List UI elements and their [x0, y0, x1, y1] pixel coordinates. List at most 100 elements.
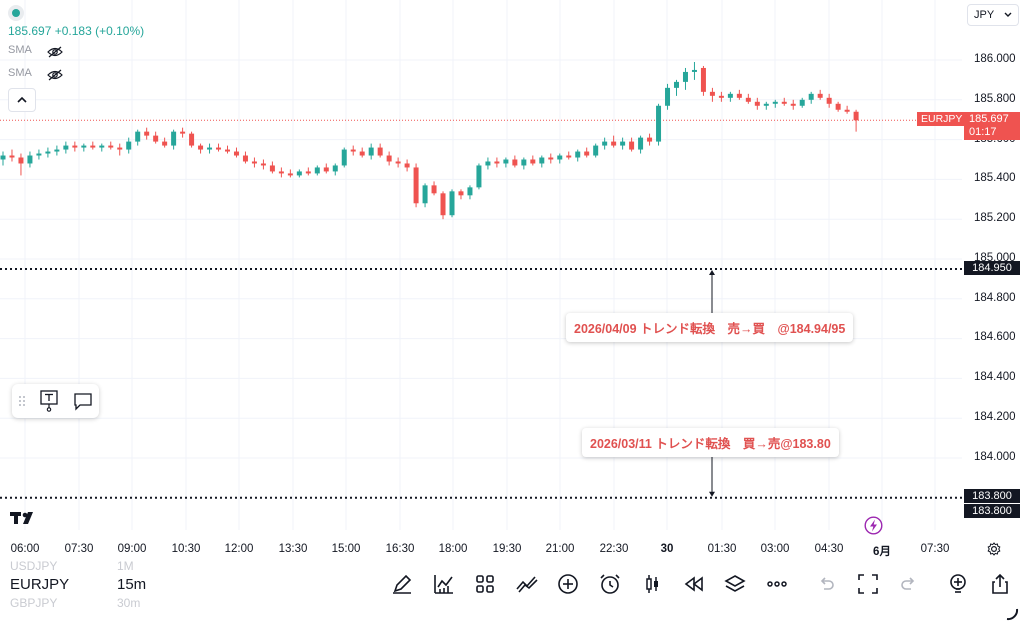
time-axis-label: 01:30	[707, 543, 737, 555]
plus-circle-icon[interactable]	[556, 572, 580, 596]
candle-body	[251, 161, 257, 164]
time-axis-label: 18:00	[438, 543, 468, 555]
eye-hidden-icon[interactable]	[47, 45, 63, 58]
eye-hidden-icon[interactable]	[47, 68, 63, 81]
candle-body	[422, 185, 428, 204]
more-icon[interactable]	[765, 572, 789, 596]
annotation-callout[interactable]: 2026/03/11 トレンド転換 買→売@183.80	[582, 428, 839, 457]
fullscreen-icon[interactable]	[856, 572, 880, 596]
currency-label: JPY	[974, 9, 995, 21]
layers-icon[interactable]	[723, 572, 747, 596]
candle-body	[620, 141, 626, 146]
candle-body	[45, 151, 51, 154]
alarm-icon[interactable]	[598, 572, 622, 596]
candle-body	[638, 137, 644, 150]
timeframe-prev[interactable]: 1M	[117, 559, 134, 573]
price-axis-label: 185.400	[974, 172, 1016, 184]
candle-body	[216, 147, 222, 150]
symbol-next[interactable]: GBPJPY	[10, 596, 58, 610]
candle-body	[18, 157, 24, 164]
symbol-status-icon[interactable]	[8, 5, 24, 21]
strategy-icon[interactable]	[515, 572, 539, 596]
price-axis-label: 184.800	[974, 292, 1016, 304]
candlestick-chart[interactable]	[0, 0, 1024, 566]
gear-icon[interactable]	[987, 542, 1001, 556]
candle-body	[296, 171, 302, 176]
current-symbol-tag: EURJPY	[917, 112, 967, 126]
time-axis-label: 6月	[873, 546, 891, 558]
loading-spinner-icon	[1006, 608, 1019, 621]
replay-icon[interactable]	[682, 572, 706, 596]
timeframe-selector[interactable]: 15m	[117, 576, 147, 593]
time-axis-label: 19:30	[492, 543, 522, 555]
candle-body	[108, 145, 114, 148]
candle-body	[233, 151, 239, 156]
candle-body	[431, 185, 437, 194]
drag-handle-icon[interactable]	[18, 394, 26, 408]
candle-body	[305, 171, 311, 174]
candle-body	[826, 97, 832, 104]
indicators-icon[interactable]	[432, 572, 456, 596]
callout-tool-icon[interactable]	[73, 392, 93, 412]
timeframe-next[interactable]: 30m	[117, 596, 141, 610]
share-icon[interactable]	[988, 572, 1012, 596]
currency-select[interactable]: JPY	[967, 4, 1019, 26]
candle-body	[709, 91, 715, 96]
candle-body	[386, 155, 392, 162]
candle-body	[323, 167, 329, 172]
candle-body	[180, 131, 186, 134]
candle-body	[117, 147, 123, 150]
candle-body	[0, 155, 6, 160]
candle-body	[225, 149, 230, 152]
candle-body	[844, 109, 850, 112]
candle-body	[36, 153, 42, 156]
candle-body	[9, 155, 15, 158]
candle-body	[404, 163, 410, 168]
tradingview-logo	[10, 512, 33, 524]
candle-body	[314, 167, 320, 174]
candle-body	[332, 165, 338, 172]
time-axis-label: 21:00	[545, 543, 575, 555]
candle-body	[539, 157, 545, 164]
candle-body	[700, 67, 706, 92]
idea-icon[interactable]	[946, 572, 970, 596]
candle-body	[144, 131, 150, 136]
line-price-tag: 183.800	[964, 489, 1020, 503]
annotation-arrowhead	[709, 491, 715, 497]
candle-body	[575, 151, 581, 158]
candle-body	[162, 141, 168, 146]
text-tool-icon[interactable]	[39, 390, 59, 412]
line-price-tag: 183.800	[964, 504, 1020, 518]
price-axis-label: 185.800	[974, 93, 1016, 105]
collapse-legend-button[interactable]	[8, 88, 36, 112]
grid-icon[interactable]	[473, 572, 497, 596]
candle-body	[341, 149, 347, 166]
symbol-prev[interactable]: USDJPY	[10, 559, 58, 573]
undo-icon[interactable]	[814, 572, 838, 596]
candle-body	[736, 93, 742, 98]
candle-body	[359, 151, 365, 156]
time-axis-label: 22:30	[599, 543, 629, 555]
time-axis-label: 15:00	[331, 543, 361, 555]
redo-icon[interactable]	[897, 572, 921, 596]
symbol-selector[interactable]: EURJPY	[10, 576, 70, 593]
candle-body	[548, 157, 554, 160]
candle-body	[63, 145, 69, 150]
pen-icon[interactable]	[390, 572, 414, 596]
candle-body	[584, 151, 590, 156]
candle-body	[171, 131, 177, 146]
annotation-callout[interactable]: 2026/04/09 トレンド転換 売→買 @184.94/95	[566, 313, 854, 342]
candle-body	[350, 149, 356, 152]
candle-body	[413, 167, 419, 204]
candle-body	[790, 103, 796, 106]
lightning-icon[interactable]	[864, 516, 883, 535]
candle-body	[99, 145, 105, 148]
candle-body	[485, 161, 491, 166]
price-axis-label: 184.400	[974, 371, 1016, 383]
time-axis-label: 06:00	[10, 543, 40, 555]
candle-body	[449, 191, 455, 216]
time-axis-label: 07:30	[920, 543, 950, 555]
candle-body	[754, 101, 760, 106]
candles-icon[interactable]	[640, 572, 664, 596]
time-axis-label: 16:30	[385, 543, 415, 555]
